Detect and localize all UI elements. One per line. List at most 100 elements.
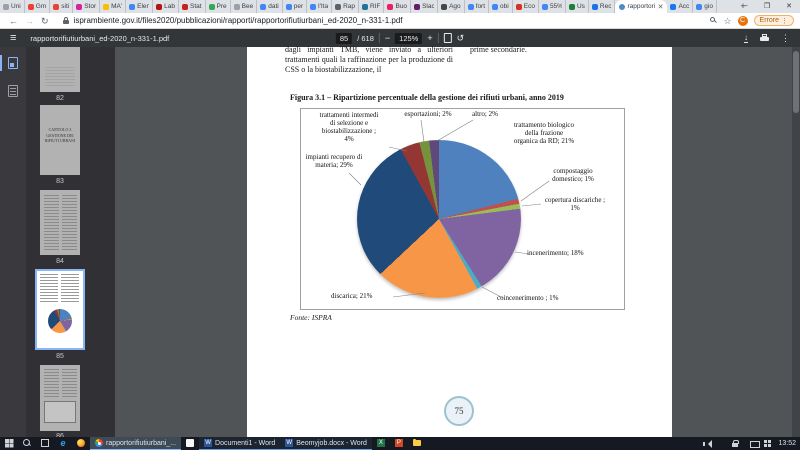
keyboard-layout-icon[interactable] bbox=[764, 439, 772, 448]
close-button[interactable]: ✕ bbox=[786, 3, 792, 10]
tab-active-pdf[interactable]: rapportorifiutiurbani_ed-2020_n-331-1.pd… bbox=[615, 0, 668, 13]
slice-label-trattamenti-intermedi: trattamenti intermedi di selezione e bio… bbox=[319, 111, 379, 144]
google-icon bbox=[541, 3, 548, 10]
thumbnail-page-85-active[interactable] bbox=[35, 269, 85, 350]
tab-close-icon[interactable]: ✕ bbox=[657, 3, 664, 11]
tab-acc[interactable]: Acc bbox=[667, 0, 694, 13]
slack-icon bbox=[414, 3, 421, 10]
app-icon bbox=[387, 3, 394, 10]
excel-task[interactable]: X bbox=[372, 437, 390, 450]
tab-rec[interactable]: Rec bbox=[589, 0, 616, 13]
tab-label: rapportorifiutiurbani_ed-2020_n-331-1.pd… bbox=[627, 3, 655, 10]
back-icon[interactable]: ← bbox=[9, 15, 18, 26]
zoom-out-button[interactable]: − bbox=[384, 33, 391, 43]
print-icon[interactable] bbox=[760, 34, 769, 42]
document-task[interactable] bbox=[181, 437, 199, 450]
maximize-button[interactable]: ❐ bbox=[763, 3, 771, 10]
ie-shortcut[interactable]: e bbox=[54, 437, 72, 450]
url-text[interactable]: isprambiente.gov.it/files2020/pubblicazi… bbox=[73, 16, 403, 25]
tab-elen[interactable]: Elen bbox=[126, 0, 154, 13]
padlock-icon[interactable] bbox=[62, 17, 69, 24]
download-icon[interactable]: ↓ bbox=[744, 33, 748, 43]
chapter-title-mini: CAPITOLO 3 GESTIONE DEI RIFIUTI URBANI bbox=[44, 127, 76, 144]
tab-rap[interactable]: Rap bbox=[332, 0, 359, 13]
wordpress-icon bbox=[362, 3, 368, 10]
tab-lab[interactable]: Lab bbox=[153, 0, 179, 13]
thumbnails-view-icon[interactable] bbox=[8, 57, 18, 69]
tab-ma-[interactable]: MA' bbox=[100, 0, 127, 13]
rotate-icon[interactable]: ↺ bbox=[456, 32, 465, 43]
thumbnail-page-86[interactable] bbox=[40, 365, 80, 431]
search-button[interactable] bbox=[18, 437, 36, 450]
leader-lines bbox=[348, 119, 550, 299]
task-view-button[interactable] bbox=[36, 437, 54, 450]
thumbnail-label: 85 bbox=[56, 353, 64, 360]
tab-us[interactable]: Us bbox=[566, 0, 589, 13]
thumbnail-page-83[interactable]: CAPITOLO 3 GESTIONE DEI RIFIUTI URBANI bbox=[40, 105, 80, 175]
tab-fort[interactable]: fort bbox=[465, 0, 490, 13]
tab-gio[interactable]: gio bbox=[693, 0, 717, 13]
minimize-button[interactable]: ─ bbox=[742, 3, 748, 10]
thumbnail-label: 83 bbox=[56, 178, 64, 185]
tab-55-[interactable]: 55% bbox=[539, 0, 566, 13]
profile-avatar[interactable]: C bbox=[737, 15, 748, 26]
thumbnail-page-82[interactable] bbox=[40, 47, 80, 92]
pie-chart-figure: trattamenti intermedi di selezione e bio… bbox=[300, 108, 625, 310]
thumbnail-page-84[interactable] bbox=[40, 190, 80, 255]
zoom-in-button[interactable]: + bbox=[427, 33, 433, 43]
tab-ago[interactable]: Ago bbox=[438, 0, 465, 13]
tab-pre[interactable]: Pre bbox=[206, 0, 231, 13]
volume-icon[interactable] bbox=[703, 439, 713, 448]
chrome-icon bbox=[95, 439, 103, 447]
tab-rif[interactable]: RIF bbox=[359, 0, 385, 13]
tab-stat[interactable]: Stat bbox=[179, 0, 206, 13]
powerpoint-task[interactable]: P bbox=[390, 437, 408, 450]
fit-page-icon[interactable] bbox=[443, 33, 452, 43]
tab-dati[interactable]: dati bbox=[257, 0, 283, 13]
tab-per[interactable]: per bbox=[283, 0, 308, 13]
folder-task[interactable] bbox=[408, 437, 426, 450]
bookmark-star-icon[interactable]: ☆ bbox=[723, 15, 732, 26]
task-label: Documenti1 - Word bbox=[215, 439, 276, 447]
more-options-icon[interactable]: ⋮ bbox=[781, 32, 790, 43]
google-icon bbox=[260, 3, 267, 10]
tab-obi[interactable]: obi bbox=[489, 0, 513, 13]
tab-label: Stor bbox=[84, 3, 97, 10]
document-outline-icon[interactable] bbox=[8, 85, 18, 97]
scrollbar-thumb[interactable] bbox=[793, 51, 799, 113]
page-number-input[interactable]: 85 bbox=[335, 32, 353, 44]
google-icon bbox=[696, 3, 703, 10]
ppt-icon: P bbox=[394, 439, 403, 447]
tab-stor[interactable]: Stor bbox=[73, 0, 101, 13]
reload-icon[interactable]: ↻ bbox=[41, 15, 49, 26]
menu-icon[interactable]: ≡ bbox=[10, 32, 17, 44]
network-icon[interactable] bbox=[750, 440, 761, 448]
google-icon bbox=[285, 3, 292, 10]
error-pill-button[interactable]: Errore ⋮ bbox=[753, 15, 794, 26]
firefox-shortcut[interactable] bbox=[72, 437, 90, 450]
tab-l-ita[interactable]: l'Ita bbox=[307, 0, 333, 13]
clock[interactable]: 13:52 bbox=[778, 440, 796, 447]
tab-uni[interactable]: Uni bbox=[0, 0, 25, 13]
pdf-viewer-area[interactable]: dagli impianti TMB, viene inviato a ulte… bbox=[115, 45, 792, 437]
tab-bee[interactable]: Bee bbox=[231, 0, 258, 13]
tab-label: obi bbox=[500, 3, 509, 10]
thumbnail-label: 82 bbox=[56, 95, 64, 102]
tab-eco[interactable]: Eco bbox=[513, 0, 539, 13]
start-button[interactable] bbox=[0, 437, 18, 450]
forward-icon: → bbox=[25, 15, 34, 26]
tab-gm[interactable]: Gm bbox=[25, 0, 51, 13]
tab-slac[interactable]: Slac bbox=[411, 0, 439, 13]
security-icon[interactable] bbox=[731, 439, 740, 448]
word-task-2[interactable]: W Beomyjob.docx - Word bbox=[280, 437, 372, 450]
tab-buo[interactable]: Buo bbox=[384, 0, 412, 13]
tab-label: siti bbox=[61, 3, 70, 10]
new-tab-button[interactable]: + bbox=[740, 1, 746, 11]
scrollbar[interactable] bbox=[792, 47, 800, 437]
zoom-page-icon[interactable] bbox=[710, 17, 718, 24]
chrome-task[interactable]: rapportorifiutiurbani_... bbox=[90, 437, 182, 450]
word-task-1[interactable]: W Documenti1 - Word bbox=[199, 437, 281, 450]
zoom-level[interactable]: 125% bbox=[395, 32, 423, 44]
tab-siti[interactable]: siti bbox=[50, 0, 74, 13]
grid-icon bbox=[335, 3, 342, 10]
